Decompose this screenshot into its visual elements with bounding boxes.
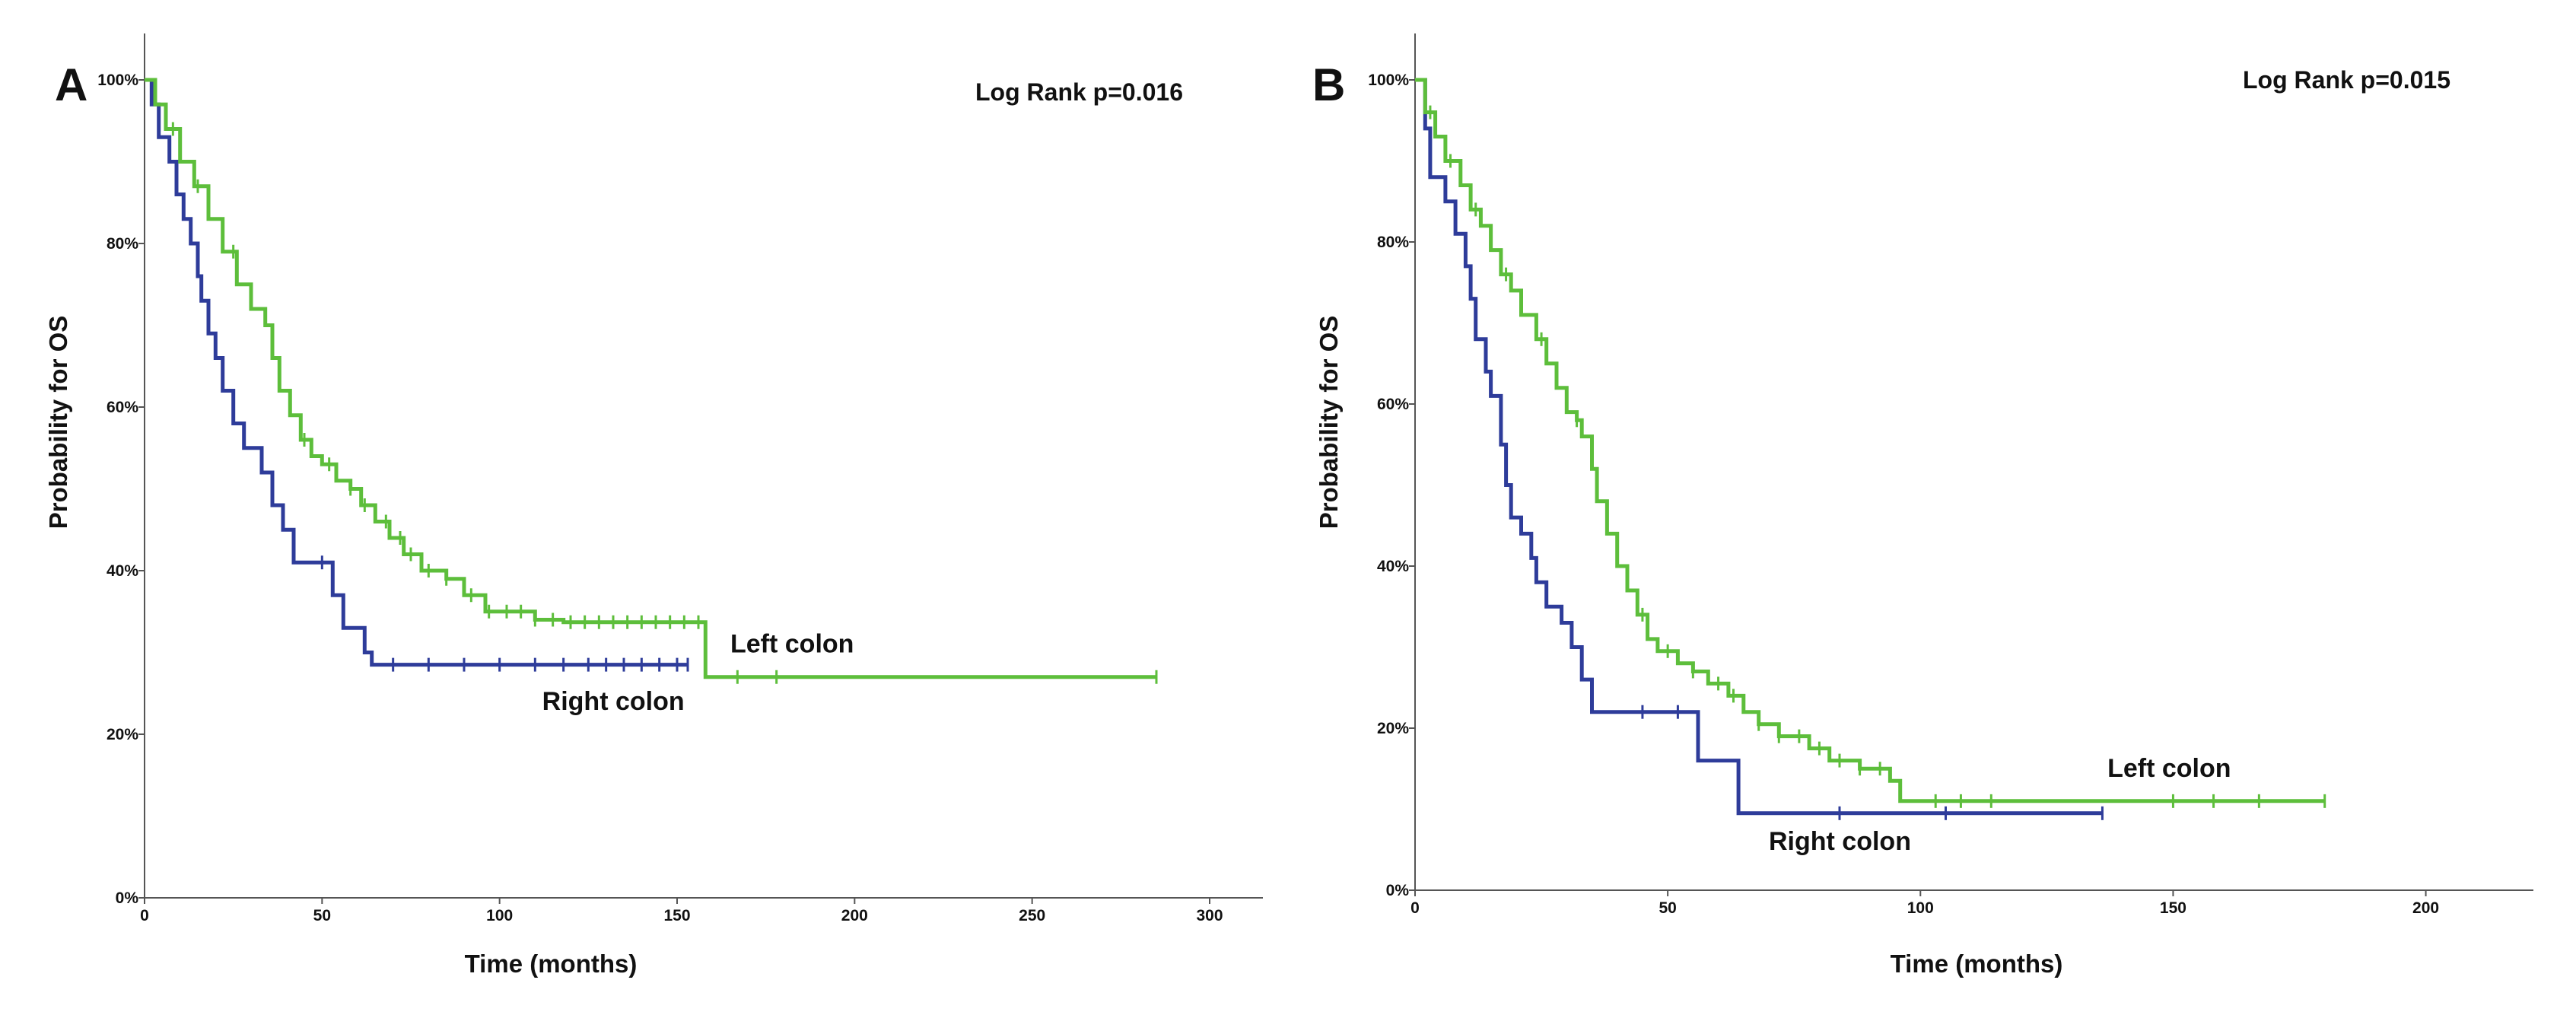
panel-a-x-tick-label: 100 (486, 907, 513, 924)
panel-b-x-tick-label: 100 (1907, 899, 1934, 917)
panel-b-right-colon-curve (1415, 78, 2103, 816)
panel-a-x-tick-label: 150 (663, 907, 690, 924)
panel-b-label: B (1312, 59, 1345, 110)
panel-b-x-tick-label: 150 (2160, 899, 2186, 917)
panel-b-log-rank: Log Rank p=0.015 (2243, 66, 2450, 94)
panel-b-left-colon-label: Left colon (2107, 754, 2231, 783)
panel-a-y-tick-label: 20% (107, 726, 138, 743)
panel-b-left-colon-curve (1415, 78, 2325, 803)
panel-a-x-tick-label: 250 (1019, 907, 1045, 924)
panel-b-y-tick-label: 100% (1368, 72, 1409, 89)
panel-a-right-colon-label: Right colon (542, 687, 685, 716)
panel-b-right-colon-label: Right colon (1769, 827, 1911, 856)
panel-b-x-tick-label: 0 (1410, 899, 1420, 917)
panel-b-y-axis-title: Probability for OS (1315, 316, 1343, 530)
panel-a-y-tick-label: 100% (97, 72, 138, 89)
panel-a-y-tick-label: 60% (107, 399, 138, 416)
panel-b-y-tick-label: 0% (1386, 882, 1410, 899)
panel-b-x-tick-label: 200 (2412, 899, 2439, 917)
panel-b-y-tick-label: 40% (1377, 558, 1409, 575)
panel-a-y-ticks: 0% 20% 40% 60% 80% 100% (97, 72, 145, 907)
panel-b-y-tick-label: 80% (1377, 234, 1409, 251)
panel-b-y-ticks: 0% 20% 40% 60% 80% 100% (1368, 72, 1415, 899)
panel-a-label: A (55, 59, 87, 110)
panel-a-x-ticks: 0 50 100 150 200 250 300 (140, 898, 1223, 924)
panel-a-series: Right colon Left colon (145, 78, 1158, 716)
panel-a-left-colon-curve (145, 78, 1156, 679)
panel-a-y-tick-label: 80% (107, 235, 138, 253)
panel-a-x-tick-label: 200 (841, 907, 868, 924)
panel-a-x-tick-label: 0 (140, 907, 149, 924)
panel-a-left-colon-label: Left colon (730, 630, 854, 659)
panel-a-y-axis-title: Probability for OS (44, 316, 72, 530)
panel-b-series: Right colon Left colon (1415, 78, 2326, 856)
panel-a-x-tick-label: 300 (1196, 907, 1223, 924)
panel-b-y-tick-label: 60% (1377, 396, 1409, 413)
panel-b-y-tick-label: 20% (1377, 720, 1409, 737)
panel-b-x-tick-label: 50 (1658, 899, 1676, 917)
panel-a-x-axis-title: Time (months) (465, 950, 638, 978)
panel-b-x-axis-title: Time (months) (1891, 950, 2063, 978)
panel-a-log-rank: Log Rank p=0.016 (975, 78, 1183, 106)
panel-a-right-colon-curve (145, 78, 688, 667)
panel-a-y-tick-label: 40% (107, 562, 138, 580)
panel-b: B Log Rank p=0.015 Probability for OS Ti… (1312, 33, 2533, 978)
panel-a-y-tick-label: 0% (116, 889, 139, 907)
panel-a: A Log Rank p=0.016 Probability for OS Ti… (44, 33, 1263, 978)
panel-b-x-ticks: 0 50 100 150 200 (1410, 890, 2439, 917)
panel-a-x-tick-label: 50 (313, 907, 331, 924)
